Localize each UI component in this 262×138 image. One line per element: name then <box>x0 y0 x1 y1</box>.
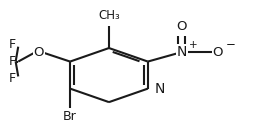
Text: O: O <box>212 46 223 59</box>
Text: N: N <box>154 82 165 96</box>
Text: CH₃: CH₃ <box>98 9 120 22</box>
Text: F: F <box>9 72 16 85</box>
Text: Br: Br <box>63 110 77 123</box>
Text: +: + <box>189 40 198 50</box>
Text: N: N <box>176 45 187 59</box>
Text: F: F <box>9 38 16 51</box>
Text: O: O <box>34 46 44 59</box>
Text: O: O <box>176 20 187 33</box>
Text: −: − <box>225 38 235 51</box>
Text: F: F <box>9 55 16 68</box>
